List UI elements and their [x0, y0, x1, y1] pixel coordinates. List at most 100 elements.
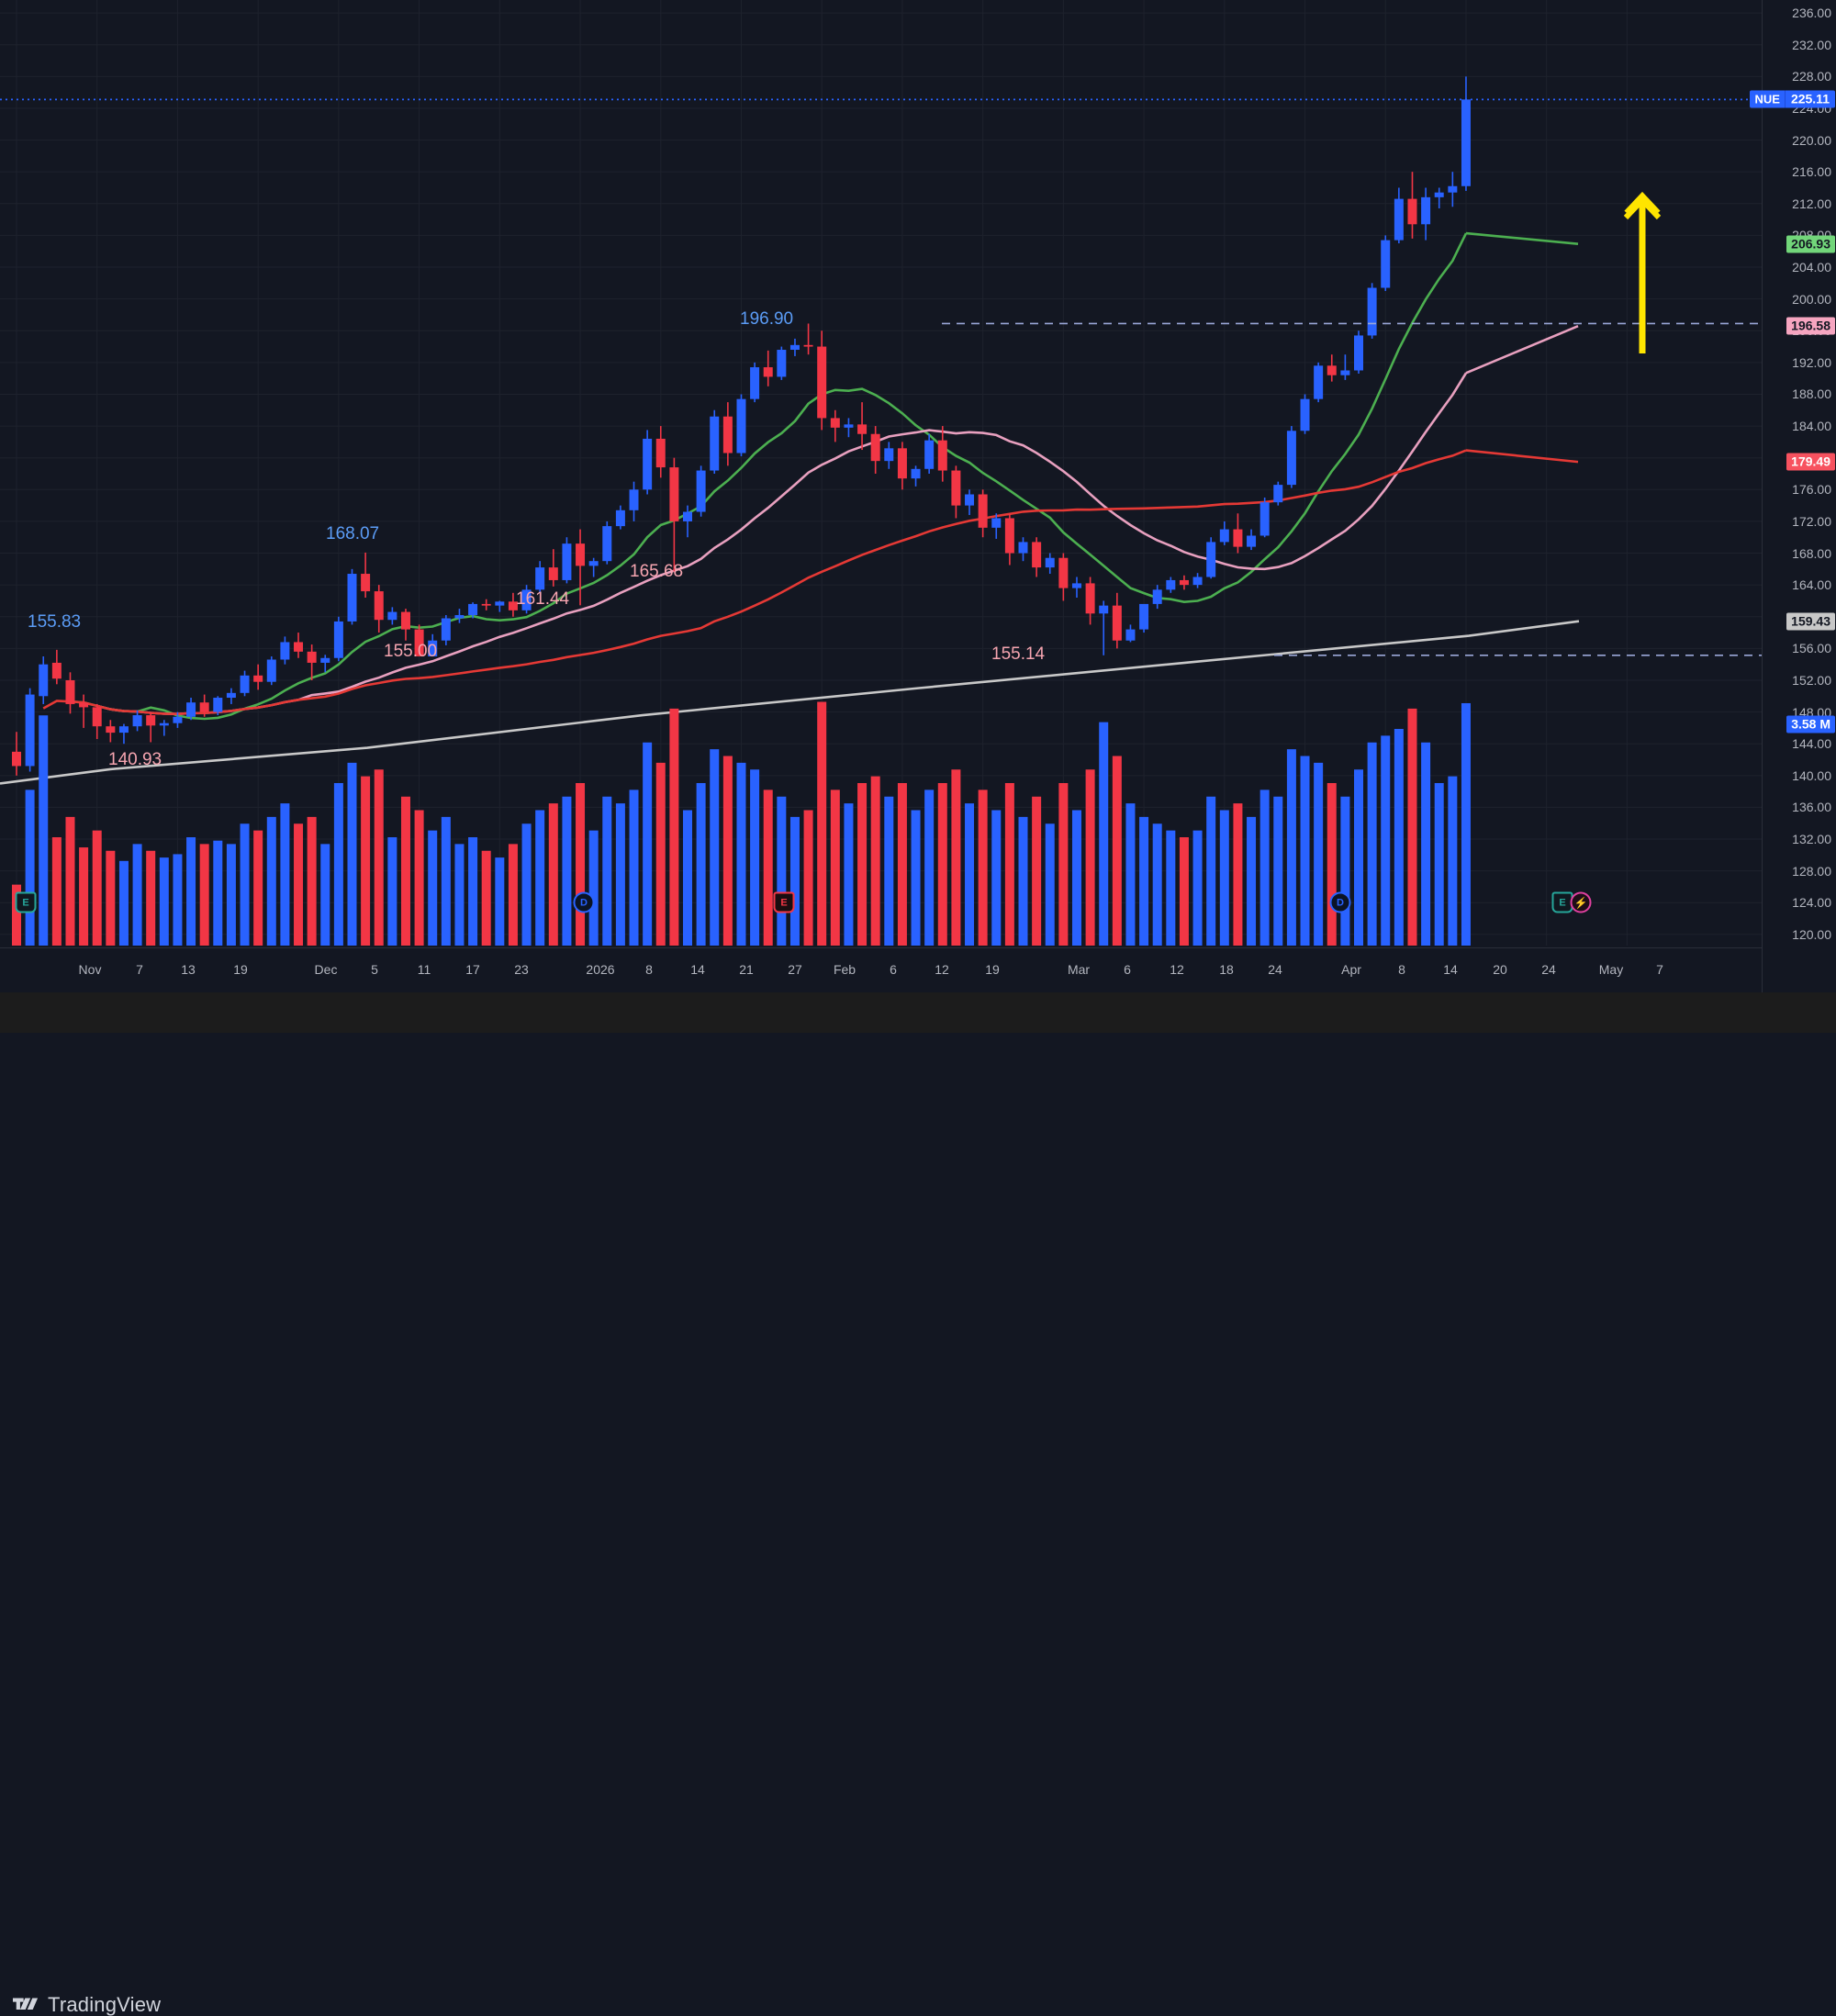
volume-bar: [1367, 742, 1377, 946]
volume-bar: [1018, 816, 1028, 946]
candle-body: [1071, 583, 1081, 588]
volume-bar: [25, 790, 35, 946]
chart-canvas[interactable]: 155.83 140.93 168.07 155.00 161.44 165.68 196.…: [0, 0, 1762, 992]
volume-bar: [1314, 762, 1324, 946]
volume-bar: [226, 844, 236, 946]
candle-body: [710, 416, 720, 471]
candle-body: [1139, 603, 1149, 630]
volume-bar: [320, 844, 330, 946]
price-tick-label: 188.00: [1792, 386, 1831, 402]
volume-bar: [548, 803, 558, 946]
tradingview-brand[interactable]: TradingView: [13, 1995, 161, 2015]
candle-body: [186, 702, 196, 717]
chart-svg: [0, 0, 1762, 946]
ma-red-tag[interactable]: 179.49: [1786, 453, 1835, 471]
candle-body: [844, 424, 854, 428]
time-tick-label: 17: [465, 962, 480, 977]
volume-bar: [602, 796, 612, 946]
time-tick-label: 5: [371, 962, 378, 977]
candle-body: [1394, 198, 1404, 241]
time-tick-label: Apr: [1341, 962, 1361, 977]
candle-body: [1179, 579, 1189, 586]
candle-body: [683, 511, 692, 521]
volume-bar: [870, 776, 880, 946]
candle-body: [106, 726, 116, 734]
volume-bar: [951, 769, 961, 946]
candle-body: [803, 344, 813, 347]
candle-body: [1273, 485, 1283, 503]
grid-lines: [0, 0, 1762, 946]
candle-body: [468, 603, 478, 616]
candle-body: [937, 440, 947, 471]
symbol-last-price-badge[interactable]: NUE 225.11: [1750, 90, 1835, 108]
ma-white-tag[interactable]: 159.43: [1786, 612, 1835, 631]
candle-body: [1045, 557, 1055, 568]
candle-body: [884, 448, 894, 462]
volume-bar: [39, 715, 49, 946]
candle-body: [1219, 529, 1229, 543]
candle-body: [12, 751, 21, 767]
volume-bar: [307, 816, 317, 946]
candle-body: [1300, 398, 1310, 431]
price-tick-label: 232.00: [1792, 37, 1831, 52]
candle-body: [226, 692, 236, 699]
event-marker-dividend-2[interactable]: D: [1329, 891, 1351, 913]
time-tick-label: 19: [985, 962, 1000, 977]
event-marker-dividend-1[interactable]: D: [573, 891, 595, 913]
volume-bar: [803, 810, 813, 946]
ma-pink-line: [96, 372, 1468, 716]
ma-green-tag[interactable]: 206.93: [1786, 235, 1835, 253]
candle-body: [1354, 335, 1363, 371]
time-tick-label: 18: [1219, 962, 1234, 977]
candle-body: [307, 651, 317, 663]
time-scale[interactable]: Nov 7 13 19 Dec 5 11 17 23 2026 8 14 21 27 Feb 6 12 19 Mar…: [0, 947, 1762, 993]
candle-body: [736, 398, 746, 454]
volume-bar: [1233, 803, 1243, 946]
volume-bar: [1300, 756, 1310, 946]
volume-bar: [1259, 790, 1270, 946]
volume-bar: [374, 769, 384, 946]
tradingview-logo-icon: [13, 1998, 39, 2010]
moving-average-lines: [0, 232, 1580, 785]
volume-tag[interactable]: 3.58 M: [1786, 715, 1835, 734]
candle-body: [92, 707, 102, 727]
annotation-165-68: 165.68: [630, 562, 684, 581]
volume-bar: [1166, 830, 1176, 946]
volume-bar: [844, 803, 854, 946]
candle-body: [320, 657, 330, 663]
candle-body: [817, 346, 827, 419]
candle-body: [897, 448, 907, 479]
volume-bar: [1247, 816, 1257, 946]
volume-bar: [1448, 776, 1458, 946]
volume-bar: [441, 816, 451, 946]
time-tick-label: 14: [690, 962, 705, 977]
event-marker-earnings-1[interactable]: E: [15, 891, 37, 913]
volume-bar: [51, 837, 62, 946]
volume-bar: [186, 837, 196, 946]
candle-body: [1032, 542, 1042, 568]
time-tick-label: 14: [1443, 962, 1458, 977]
event-marker-earnings-2[interactable]: E: [773, 891, 795, 913]
price-tick-label: 172.00: [1792, 513, 1831, 529]
price-tick-label: 124.00: [1792, 895, 1831, 911]
candle-body: [1314, 365, 1324, 399]
time-tick-label: 27: [788, 962, 802, 977]
price-scale[interactable]: 236.00 232.00 228.00 224.00 220.00 216.00 212.…: [1750, 0, 1836, 992]
price-tick-label: 136.00: [1792, 800, 1831, 815]
candle-body: [361, 574, 371, 592]
volume-bar: [65, 816, 75, 946]
candle-body: [441, 618, 451, 641]
volume-bar: [1058, 783, 1069, 946]
ma-pink-tag[interactable]: 196.58: [1786, 317, 1835, 335]
volume-bar: [736, 762, 746, 946]
event-marker-split[interactable]: ⚡: [1570, 891, 1592, 913]
price-tick-label: 192.00: [1792, 354, 1831, 370]
price-tick-label: 212.00: [1792, 196, 1831, 211]
candle-body: [978, 494, 988, 528]
volume-bar: [428, 830, 438, 946]
time-tick-label: 12: [935, 962, 949, 977]
volume-bar: [562, 796, 572, 946]
candle-body: [51, 662, 62, 679]
ma-green-line: [70, 232, 1468, 721]
candle-body: [911, 468, 921, 479]
